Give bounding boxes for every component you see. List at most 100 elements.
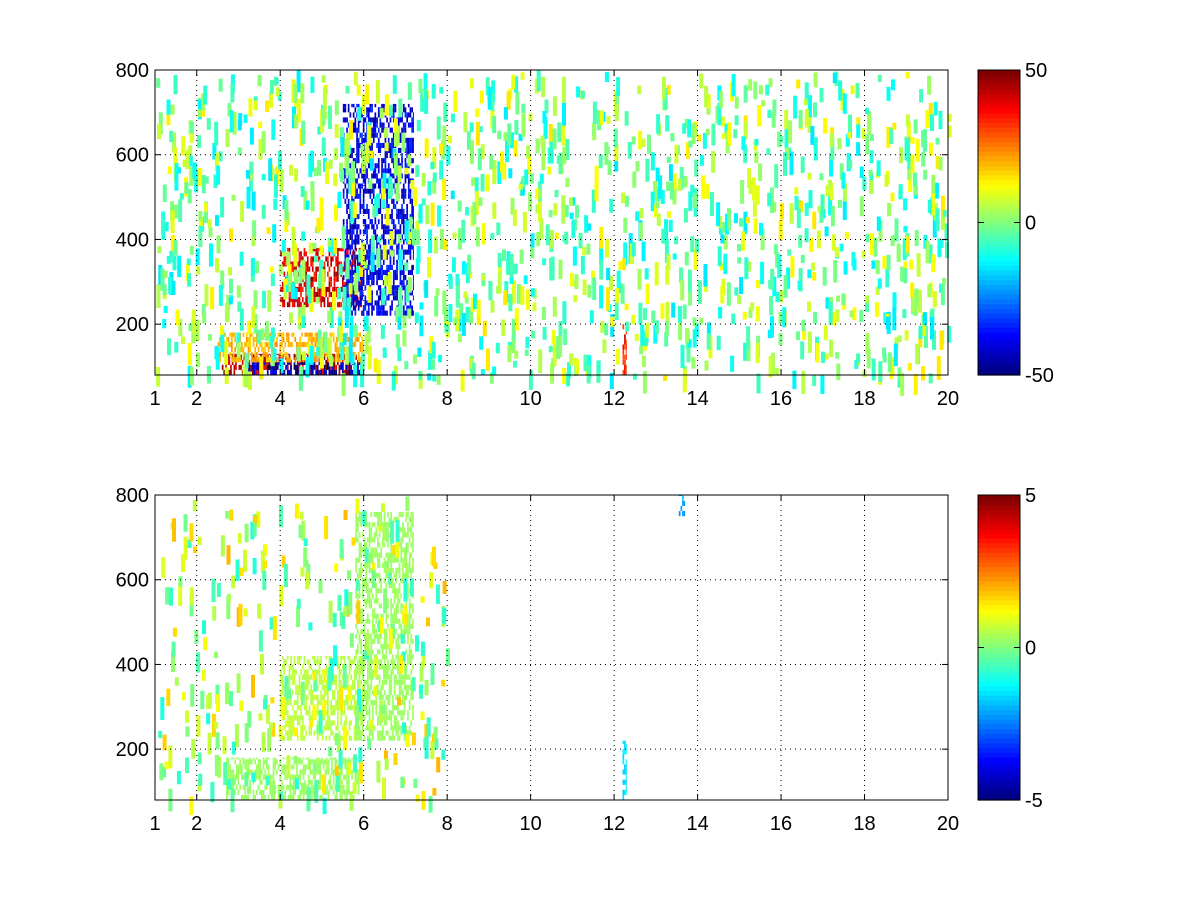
heatmap-cell	[530, 233, 535, 248]
heatmap-cell	[323, 364, 326, 370]
heatmap-cell	[349, 280, 352, 286]
heatmap-cell	[338, 679, 341, 685]
heatmap-cell	[508, 294, 513, 312]
heatmap-cell	[362, 659, 364, 665]
heatmap-cell	[266, 342, 268, 348]
colorbar-strip	[978, 227, 1020, 233]
heatmap-cell	[350, 674, 352, 680]
heatmap-cell	[293, 715, 296, 721]
heatmap-cell	[366, 254, 368, 260]
heatmap-cell	[775, 292, 780, 303]
heatmap-cell	[251, 769, 253, 775]
heatmap-cell	[870, 134, 874, 141]
heatmap-cell	[366, 229, 368, 235]
heatmap-cell	[291, 689, 294, 695]
heatmap-cell	[381, 234, 383, 240]
heatmap-cell	[797, 280, 802, 290]
heatmap-cell	[385, 649, 388, 655]
heatmap-cell	[370, 669, 373, 675]
colorbar-strip	[978, 112, 1020, 119]
heatmap-cell	[228, 297, 233, 305]
heatmap-cell	[388, 735, 391, 741]
heatmap-cell	[379, 310, 382, 316]
heatmap-cell	[930, 114, 934, 131]
heatmap-cell	[308, 730, 311, 736]
heatmap-cell	[313, 247, 316, 252]
heatmap-cell	[279, 358, 284, 374]
heatmap-cell	[323, 689, 326, 695]
heatmap-cell	[658, 175, 663, 199]
colorbar-strip	[978, 193, 1020, 200]
heatmap-cell	[377, 633, 379, 639]
heatmap-cell	[741, 136, 746, 151]
heatmap-cell	[272, 224, 277, 243]
heatmap-cell	[162, 318, 167, 329]
heatmap-cell	[357, 684, 359, 690]
heatmap-cell	[393, 557, 396, 563]
heatmap-cell	[356, 300, 358, 306]
heatmap-cell	[927, 284, 932, 298]
heatmap-cell	[281, 354, 284, 360]
heatmap-cell	[388, 567, 391, 573]
heatmap-cell	[306, 674, 309, 680]
heatmap-cell	[661, 76, 666, 100]
heatmap-cell	[363, 542, 366, 548]
heatmap-cell	[424, 90, 429, 114]
heatmap-cell	[393, 725, 396, 731]
heatmap-cell	[404, 193, 407, 199]
heatmap-cell	[394, 275, 397, 281]
heatmap-cell	[239, 769, 241, 775]
heatmap-cell	[663, 374, 667, 381]
heatmap-cell	[377, 236, 382, 243]
heatmap-cell	[816, 230, 821, 249]
heatmap-cell	[267, 764, 270, 770]
heatmap-cell	[296, 656, 299, 660]
heatmap-cell	[392, 112, 395, 118]
heatmap-cell	[266, 227, 271, 234]
heatmap-cell	[316, 347, 321, 357]
heatmap-cell	[428, 229, 433, 254]
heatmap-cell	[350, 659, 352, 665]
heatmap-cell	[292, 757, 295, 760]
heatmap-cell	[306, 679, 309, 685]
heatmap-cell	[357, 572, 359, 578]
heatmap-cell	[359, 267, 364, 277]
heatmap-cell	[281, 286, 284, 292]
heatmap-cell	[346, 774, 348, 780]
heatmap-cell	[311, 656, 314, 660]
heatmap-cell	[344, 757, 347, 760]
heatmap-cell	[237, 757, 240, 760]
heatmap-cell	[354, 244, 357, 250]
heatmap-cell	[460, 369, 465, 392]
heatmap-cell	[228, 354, 231, 360]
heatmap-cell	[281, 684, 284, 690]
heatmap-cell	[351, 161, 355, 183]
heatmap-cell	[502, 249, 506, 261]
heatmap-cell	[317, 779, 320, 785]
heatmap-cell	[297, 794, 300, 800]
heatmap-cell	[376, 178, 378, 184]
heatmap-cell	[902, 309, 907, 319]
heatmap-cell	[522, 211, 527, 233]
heatmap-cell	[256, 764, 258, 770]
heatmap-cell	[360, 659, 362, 665]
heatmap-cell	[409, 300, 412, 306]
heatmap-cell	[337, 287, 341, 300]
heatmap-cell	[356, 254, 358, 260]
heatmap-cell	[358, 572, 361, 578]
heatmap-cell	[877, 74, 882, 82]
heatmap-cell	[282, 794, 285, 800]
colorbar-strip	[978, 179, 1020, 185]
heatmap-cell	[625, 364, 627, 370]
heatmap-cell	[772, 99, 777, 116]
heatmap-cell	[382, 694, 384, 700]
heatmap-cell	[413, 354, 417, 364]
heatmap-cell	[300, 656, 302, 660]
heatmap-cell	[347, 122, 350, 128]
heatmap-cell	[362, 280, 365, 286]
heatmap-cell	[358, 674, 361, 680]
heatmap-cell	[835, 309, 840, 322]
heatmap-cell	[688, 291, 693, 306]
heatmap-cell	[384, 163, 387, 169]
heatmap-cell	[302, 342, 305, 348]
